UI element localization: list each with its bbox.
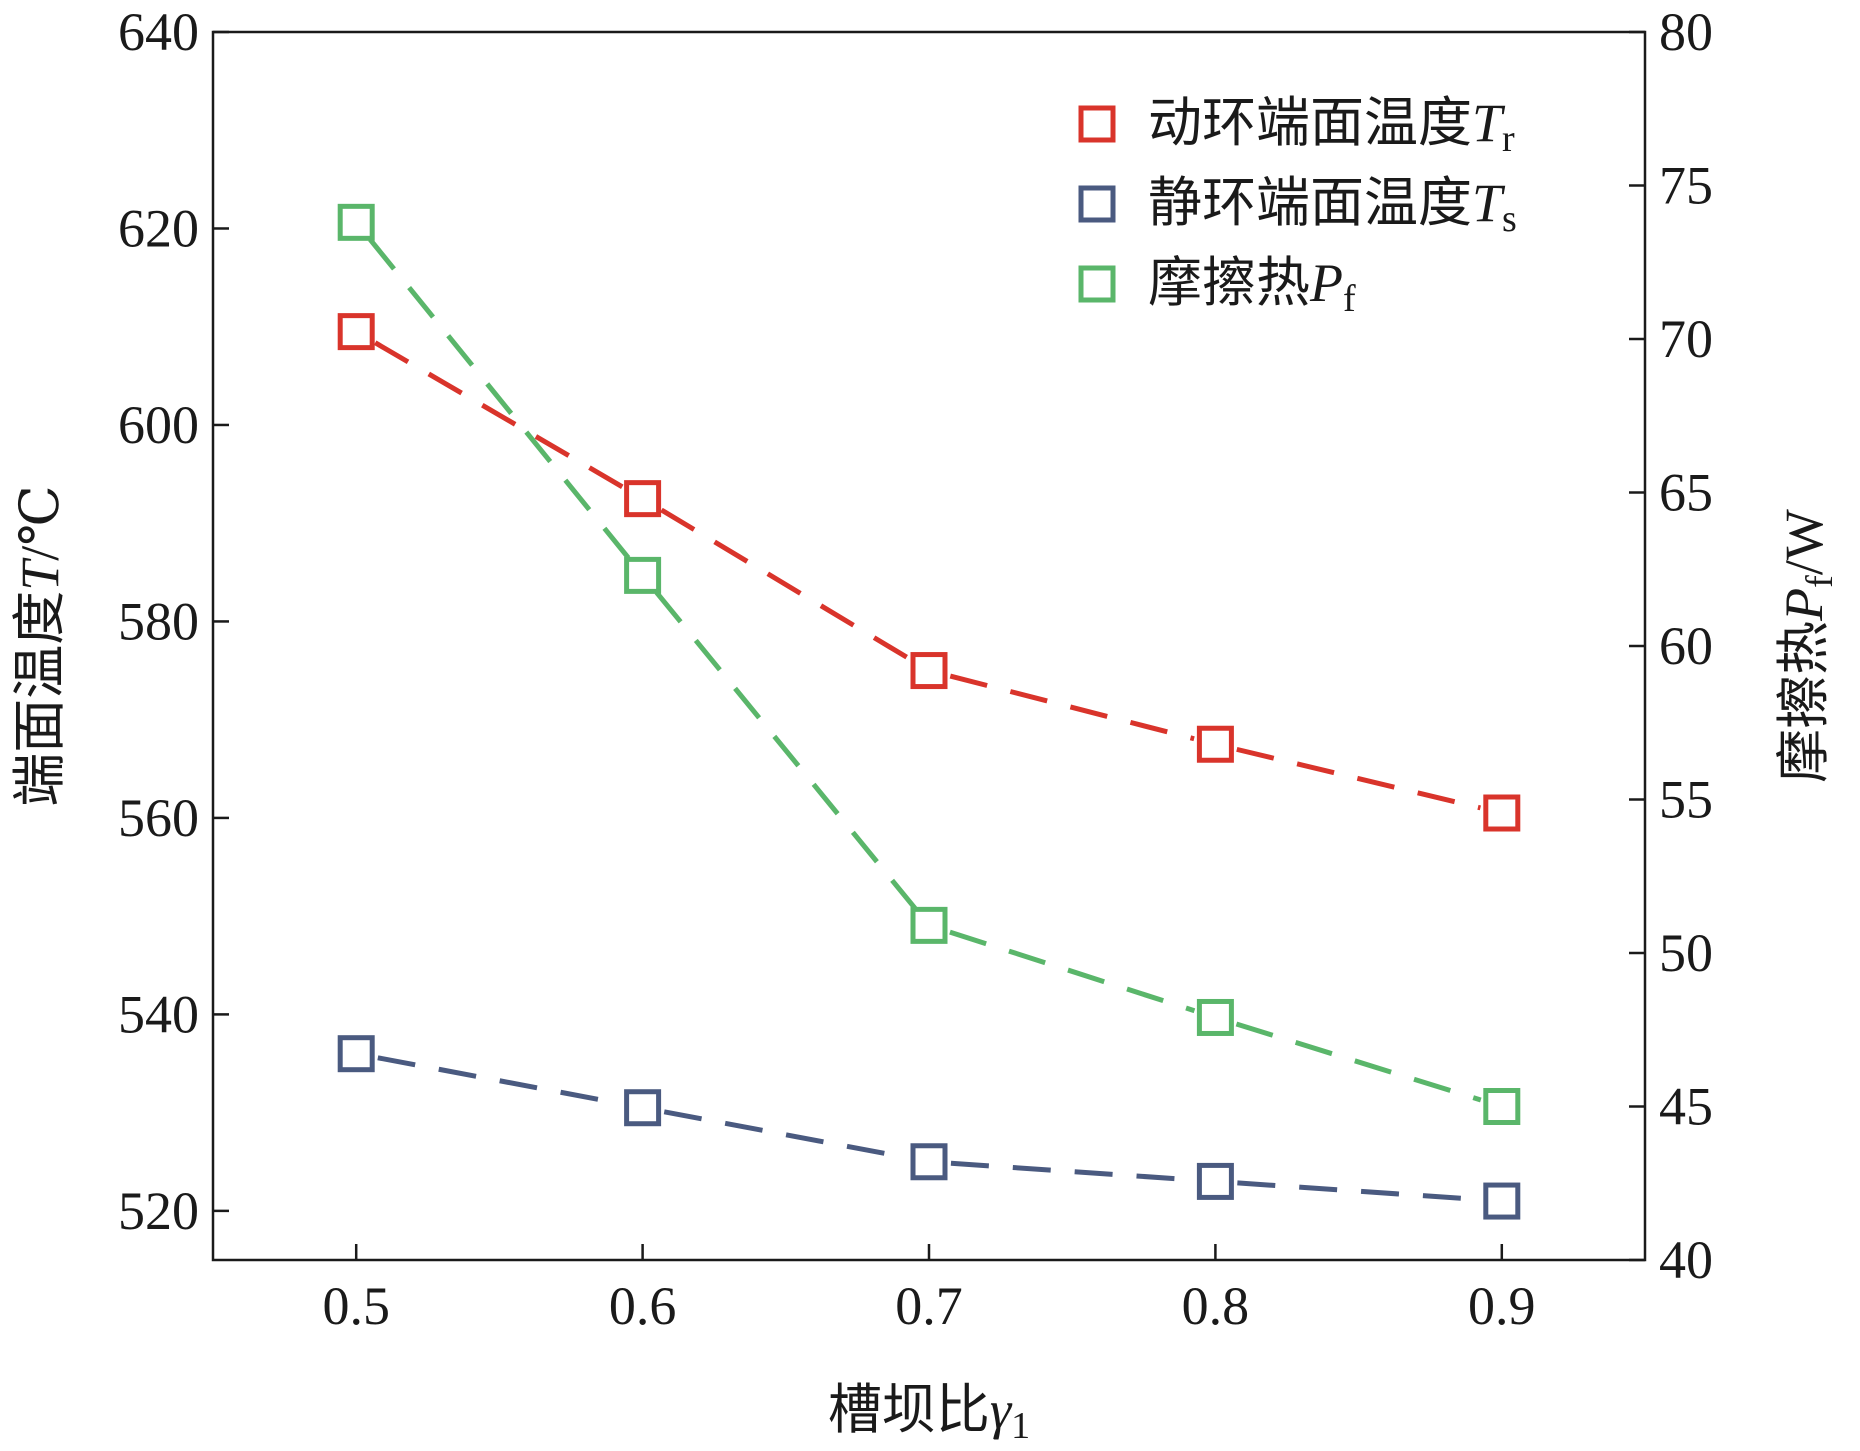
series-line-ts	[663, 1109, 908, 1161]
left-y-tick-label: 580	[118, 591, 199, 651]
series-line-pf	[1235, 1021, 1482, 1103]
data-point-pf	[337, 203, 375, 241]
right-y-tick-label: 55	[1659, 770, 1713, 830]
left-y-tick-label: 560	[118, 788, 199, 848]
data-point-ts	[337, 1035, 375, 1073]
data-point-tr	[624, 480, 662, 518]
legend-marker-pf	[1078, 265, 1116, 303]
series-tr	[337, 313, 1521, 832]
right-y-tick-label: 45	[1659, 1077, 1713, 1137]
data-point-pf	[1196, 998, 1234, 1036]
left-y-tick-label: 540	[118, 984, 199, 1044]
series-line-pf	[368, 237, 631, 560]
x-tick-label: 0.6	[609, 1276, 677, 1336]
right-y-tick-label: 80	[1659, 2, 1713, 62]
series-line-tr	[1236, 746, 1481, 811]
series-ts	[337, 1035, 1521, 1220]
left-y-tick-label: 640	[118, 2, 199, 62]
series-line-ts	[950, 1160, 1194, 1183]
left-y-tick-label: 600	[118, 395, 199, 455]
x-tick-label: 0.7	[895, 1276, 963, 1336]
series-line-ts	[1237, 1180, 1481, 1203]
data-point-ts	[1483, 1182, 1521, 1220]
legend-item-tr: 动环端面温度Tr	[1078, 91, 1515, 160]
legend-marker-tr	[1078, 105, 1116, 143]
right-y-tick-label: 75	[1659, 156, 1713, 216]
left-y-tick-label: 620	[118, 198, 199, 258]
series-line-tr	[660, 507, 912, 662]
x-tick-label: 0.8	[1182, 1276, 1250, 1336]
right-y-tick-label: 40	[1659, 1230, 1713, 1290]
right-y-axis-label: 摩擦热Pf/W	[1772, 509, 1841, 783]
series-layer	[337, 203, 1521, 1220]
x-tick-label: 0.9	[1468, 1276, 1536, 1336]
data-point-tr	[910, 652, 948, 690]
series-line-tr	[949, 673, 1195, 742]
right-y-tick-label: 70	[1659, 309, 1713, 369]
right-y-tick-label: 65	[1659, 463, 1713, 523]
right-y-tick-label: 50	[1659, 923, 1713, 983]
series-line-pf	[654, 590, 918, 910]
x-axis-label: 槽坝比γ1	[828, 1378, 1030, 1447]
legend-label-ts: 静环端面温度Ts	[1148, 171, 1517, 240]
data-point-ts	[624, 1089, 662, 1127]
data-point-tr	[1483, 794, 1521, 832]
left-y-tick-label: 520	[118, 1181, 199, 1241]
data-point-pf	[624, 556, 662, 594]
data-point-pf	[910, 906, 948, 944]
series-line-ts	[377, 1055, 622, 1107]
series-pf	[337, 203, 1521, 1125]
series-line-tr	[373, 340, 625, 490]
legend-label-pf: 摩擦热Pf	[1148, 251, 1356, 320]
data-point-tr	[1196, 725, 1234, 763]
legend-item-ts: 静环端面温度Ts	[1078, 171, 1517, 240]
legend: 动环端面温度Tr 静环端面温度Ts 摩擦热Pf	[1078, 91, 1517, 320]
legend-item-pf: 摩擦热Pf	[1078, 251, 1356, 320]
data-point-ts	[910, 1143, 948, 1181]
legend-marker-ts	[1078, 185, 1116, 223]
data-point-tr	[337, 313, 375, 351]
left-y-axis-label: 端面温度T/℃	[8, 485, 71, 806]
data-point-ts	[1196, 1162, 1234, 1200]
series-line-pf	[949, 929, 1196, 1014]
legend-label-tr: 动环端面温度Tr	[1148, 91, 1515, 160]
data-point-pf	[1483, 1088, 1521, 1125]
right-y-tick-label: 60	[1659, 616, 1713, 676]
x-tick-label: 0.5	[322, 1276, 390, 1336]
axis-ticks: 0.5 0.6 0.7 0.8 0.9 520 540 560 580 600 620 640 40 45…	[118, 2, 1713, 1336]
